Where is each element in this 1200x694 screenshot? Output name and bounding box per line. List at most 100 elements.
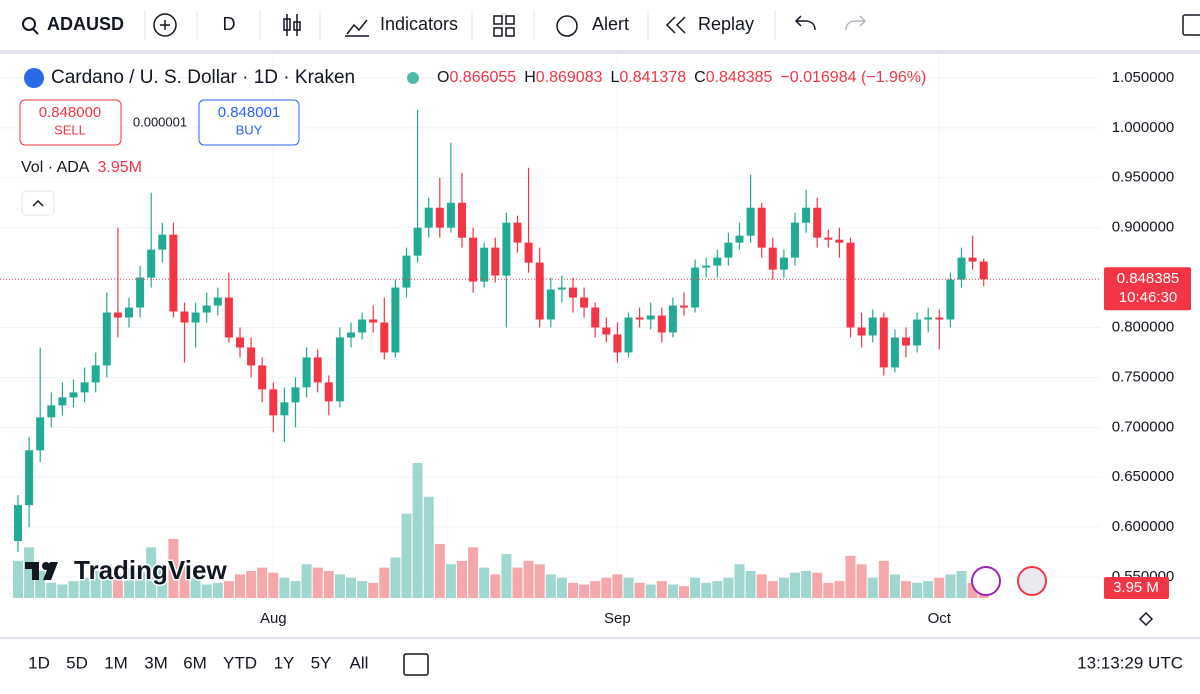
range-button[interactable]: 1D [28,653,50,672]
ohlc: O0.866055 H0.869083 L0.841378 C0.848385 −0.0… [437,69,926,86]
replay[interactable]: Replay [698,14,754,34]
flag-icon[interactable] [1017,566,1047,596]
range-button[interactable]: YTD [223,653,257,672]
candle-body [458,202,466,238]
search-icon[interactable] [22,17,36,31]
market-status [407,72,419,84]
volume-bar [723,577,734,598]
candle-body [480,247,489,282]
volume-bar [734,564,745,598]
volume-bar [68,581,79,598]
add-symbol[interactable] [153,13,177,37]
candle-body [369,319,378,323]
volume-bar [124,567,134,598]
range-button[interactable]: 1M [104,653,128,672]
volume-bar [457,560,467,598]
indicators-icon[interactable] [345,19,369,37]
candle-body [868,317,877,336]
chart-type[interactable] [283,14,301,36]
indicators[interactable]: Indicators [380,14,458,34]
candle-body [413,227,422,256]
volume-legend: Vol · ADA 3.95M [21,159,142,176]
volume-bar [290,581,301,598]
y-tick-label: 0.950000 [1112,169,1175,186]
candle-body [80,382,89,393]
candle-body [258,365,267,390]
volume-bar [823,582,834,598]
volume-bar [357,581,368,598]
candle-body [102,312,111,366]
volume-bar [556,577,567,598]
volume-bar [901,581,911,598]
candle-body [724,242,733,258]
candle-body [158,234,167,250]
candle-body [524,242,533,263]
range-button[interactable]: 5D [66,653,88,672]
redo[interactable] [845,15,867,31]
logo-dot [42,562,50,570]
volume-bar [834,581,845,598]
buy-label: BUY [236,122,263,137]
l-value: 0.841378 [619,69,686,86]
volume-bar [135,572,146,598]
candle-body [691,267,700,308]
candle-body [25,450,34,506]
volume-bar [212,582,223,598]
volume-bar [246,571,257,598]
candle-body [47,405,56,418]
symbol[interactable]: ADAUSD [47,14,124,34]
replay-icon[interactable] [665,16,686,34]
settings[interactable] [1138,611,1154,627]
candle-body [113,312,122,318]
candle-body [213,297,222,306]
volume-bar [579,584,590,598]
volume-bar [756,574,767,598]
volume-bar [24,547,35,598]
collapse-legend[interactable] [21,190,55,216]
range-button[interactable]: All [350,653,369,672]
volume-bar [423,496,434,598]
candle-body [979,261,988,280]
layouts[interactable] [493,15,515,37]
volume-bar [279,577,290,598]
candle-body [502,222,511,276]
volume-bar [312,567,323,598]
undo[interactable] [794,15,816,31]
plot: 0.5500000.6000000.6500000.7000000.750000… [0,55,1174,627]
candle-body [546,289,555,320]
y-tick-label: 1.000000 [1112,119,1175,136]
alert-icon[interactable] [556,15,578,37]
volume-bar [623,577,634,598]
volume-bar [79,577,90,598]
candle-body [469,237,478,282]
volume-bar [13,560,23,598]
assistant-icon[interactable] [971,566,1001,596]
range-button[interactable]: 5Y [311,653,332,672]
candle-body [324,382,333,402]
candle-body [580,297,589,308]
fullscreen[interactable] [1182,14,1200,36]
date-range-icon[interactable] [403,653,429,676]
volume-bar [46,582,57,598]
alert[interactable]: Alert [592,14,629,34]
range-button[interactable]: 3M [144,653,168,672]
candle-body [802,207,811,223]
candle-body [557,287,566,290]
volume-bar [268,572,279,598]
candle-body [702,265,711,268]
volume-bar [379,567,390,598]
y-tick-label: 0.800000 [1112,318,1175,335]
volume-bar [101,564,112,598]
last-price-tag [1104,267,1191,311]
volume-bar [590,581,601,598]
separator [144,10,776,40]
candle-body [668,305,677,333]
volume-bar [368,582,379,598]
interval[interactable]: D [223,14,236,34]
buy-button[interactable] [198,99,300,146]
volume-bar [179,560,190,598]
range-button[interactable]: 1Y [274,653,295,672]
sell-button[interactable] [19,99,122,146]
candle-body [635,317,644,320]
range-button[interactable]: 6M [183,653,207,672]
